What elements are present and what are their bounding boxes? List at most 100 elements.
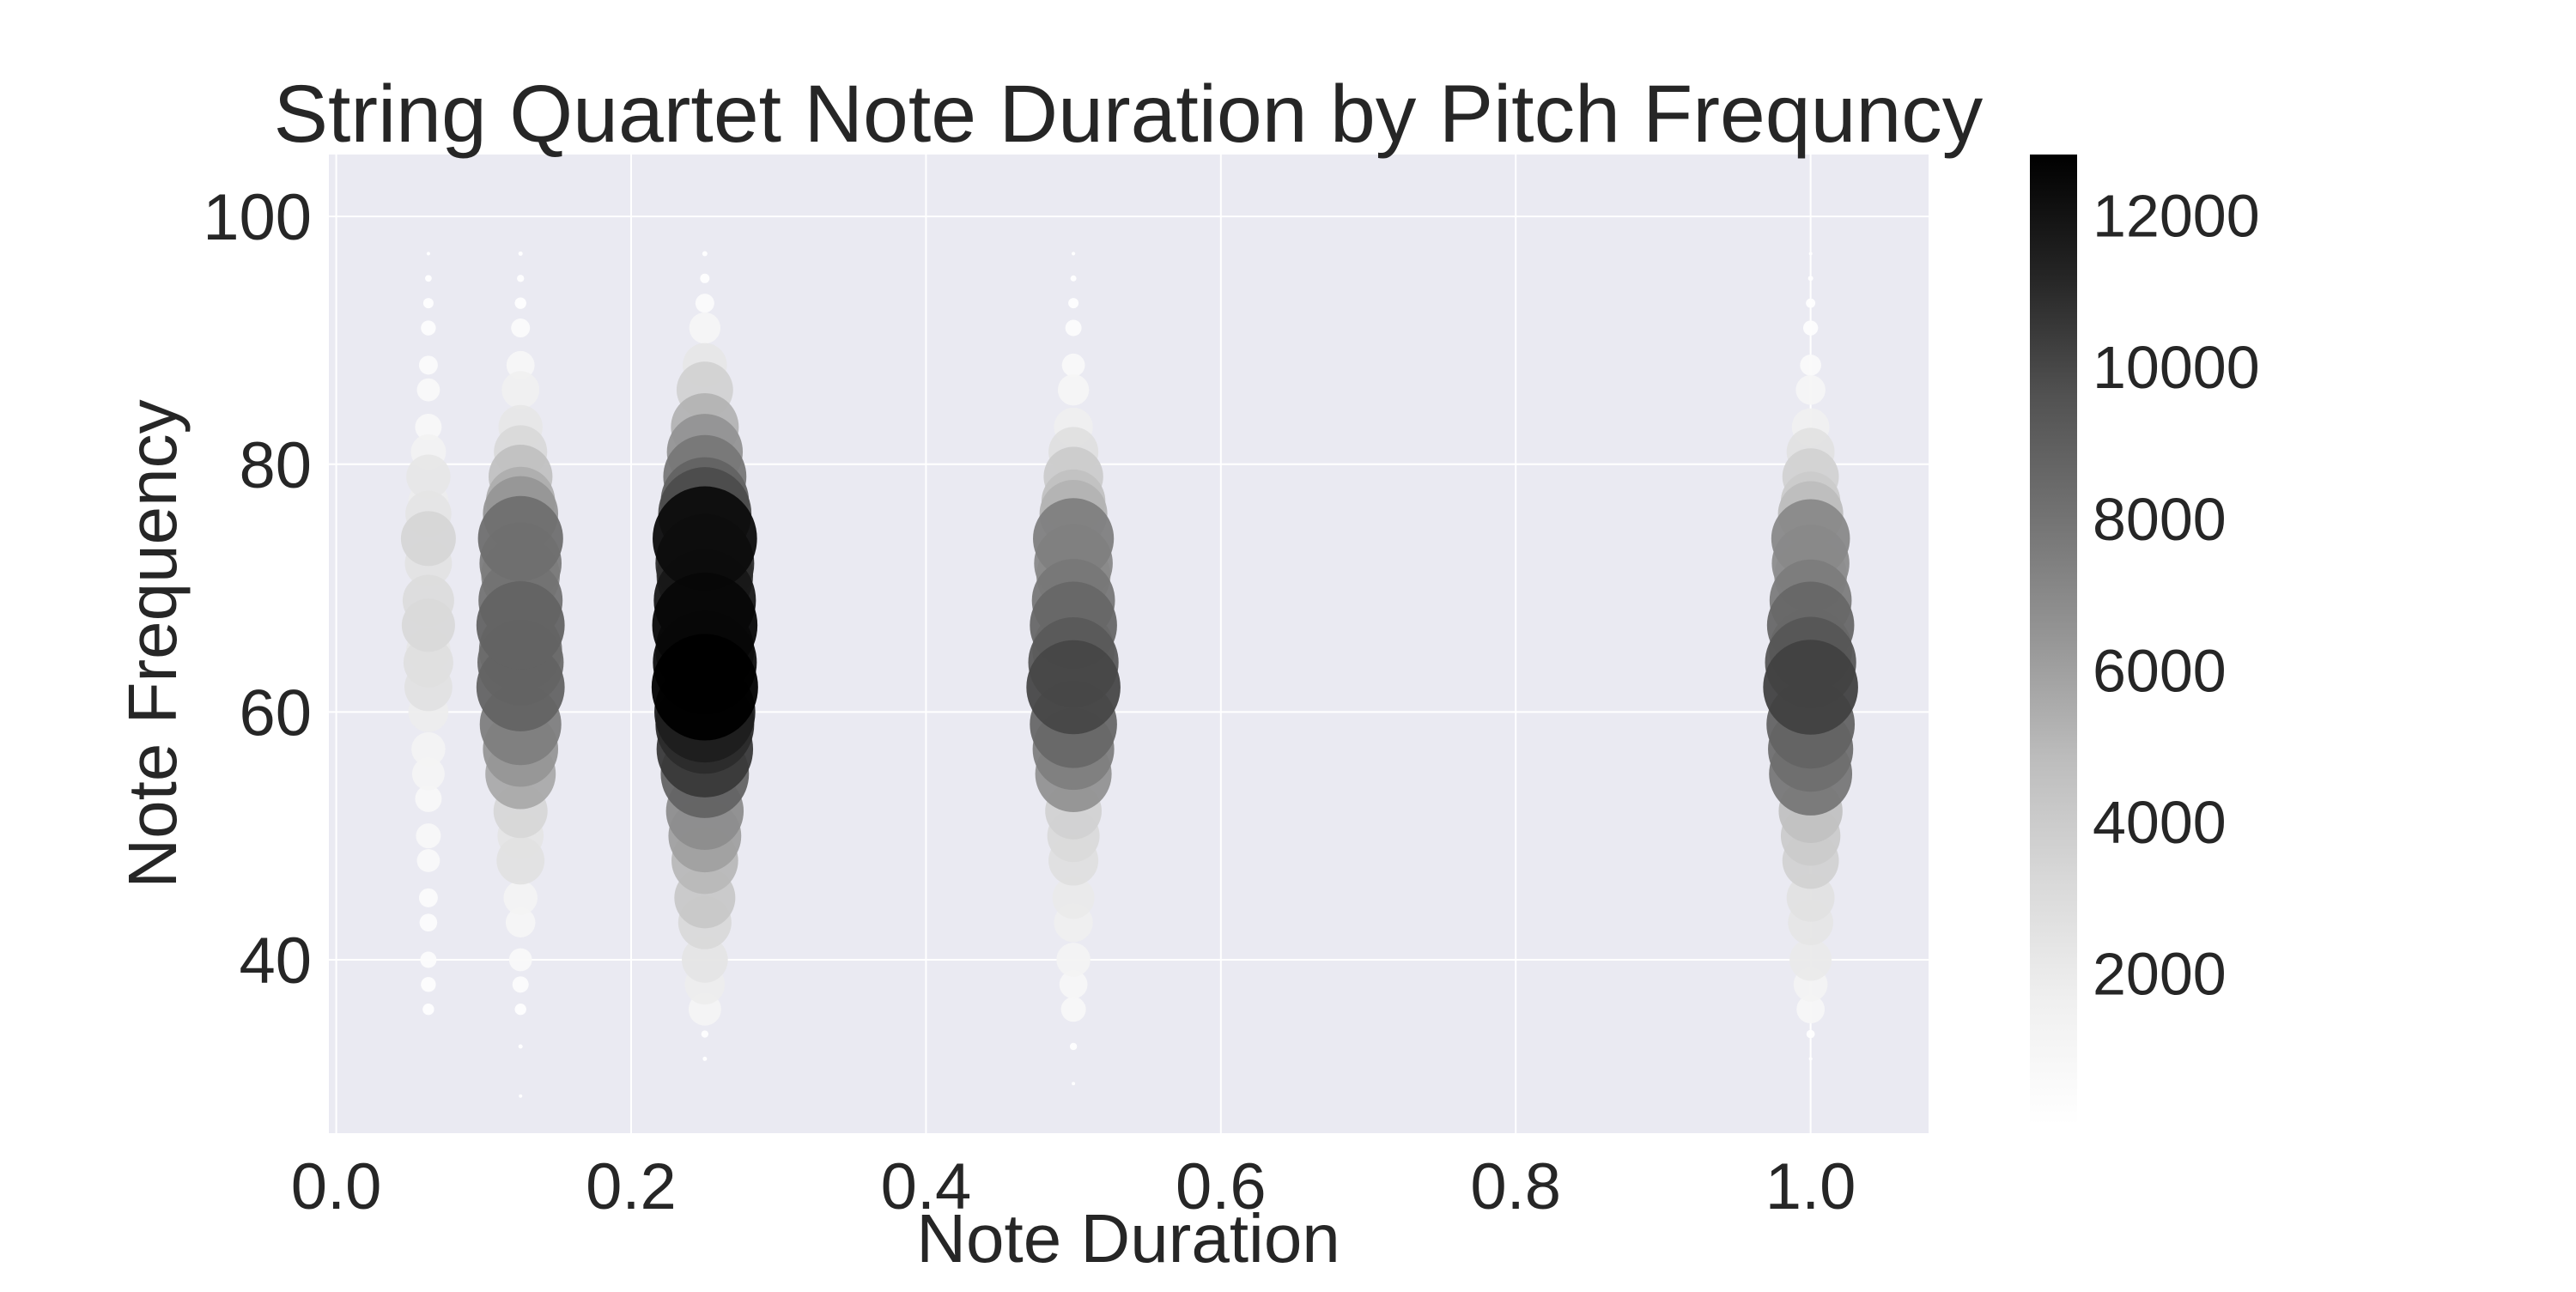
- scatter-point: [416, 823, 441, 849]
- scatter-point: [422, 1003, 434, 1016]
- scatter-point: [503, 881, 538, 915]
- scatter-point: [1068, 298, 1079, 309]
- scatter-point: [1802, 320, 1819, 336]
- x-axis-ticks: 0.0 0.2 0.4 0.6 0.8 1.0: [291, 1150, 1856, 1223]
- scatter-point: [400, 511, 456, 567]
- scatter-point: [421, 320, 436, 336]
- scatter-point: [1056, 943, 1091, 977]
- colorbar-tick-label: 12000: [2093, 183, 2260, 250]
- scatter-point: [425, 275, 432, 282]
- scatter-point: [1771, 499, 1850, 579]
- colorbar-tick-label: 6000: [2093, 637, 2227, 704]
- scatter-point: [411, 757, 445, 791]
- scatter-point: [1072, 252, 1076, 256]
- scatter-point: [411, 731, 446, 767]
- scatter-point: [1065, 319, 1082, 337]
- scatter-point: [420, 951, 437, 968]
- scatter-point: [517, 275, 525, 282]
- scatter-point: [1808, 1057, 1813, 1061]
- colorbar-tick-label: 8000: [2093, 486, 2227, 553]
- scatter-point: [1806, 1029, 1815, 1039]
- x-tick-label: 0.6: [1176, 1150, 1267, 1223]
- scatter-point: [403, 637, 453, 688]
- scatter-point: [1033, 498, 1115, 579]
- scatter-point: [514, 297, 526, 309]
- scatter-point: [511, 318, 531, 338]
- scatter-point: [505, 907, 536, 937]
- scatter-point: [508, 948, 532, 972]
- plot-area-background: [329, 155, 1929, 1133]
- scatter-point: [501, 371, 540, 409]
- scatter-point: [1800, 355, 1821, 376]
- y-tick-label: 60: [239, 676, 312, 749]
- scatter-point: [1052, 876, 1095, 919]
- scatter-point: [653, 486, 757, 591]
- scatter-point: [1807, 276, 1814, 282]
- scatter-point: [419, 913, 438, 931]
- colorbar-ticks: 2000 4000 6000 8000 10000 12000: [2093, 183, 2260, 1008]
- scatter-point: [651, 634, 758, 741]
- scatter-point: [519, 1094, 523, 1098]
- scatter-point: [496, 836, 545, 885]
- colorbar-tick-label: 2000: [2093, 940, 2227, 1007]
- scatter-point: [426, 252, 431, 256]
- x-tick-label: 0.0: [291, 1150, 382, 1223]
- colorbar: [2030, 155, 2077, 1125]
- scatter-point: [1789, 938, 1832, 981]
- scatter-point: [415, 785, 442, 812]
- scatter-point: [1806, 298, 1816, 308]
- y-tick-label: 100: [203, 181, 312, 254]
- x-tick-label: 0.2: [586, 1150, 677, 1223]
- scatter-point: [701, 1030, 709, 1038]
- scatter-point: [401, 598, 455, 652]
- scatter-point: [702, 1056, 708, 1061]
- colorbar-tick-label: 4000: [2093, 789, 2227, 856]
- scatter-point: [682, 937, 728, 983]
- scatter-point: [518, 1044, 523, 1049]
- scatter-point: [1026, 640, 1121, 735]
- x-tick-label: 0.4: [881, 1150, 972, 1223]
- scatter-point: [512, 976, 529, 993]
- scatter-point: [422, 298, 434, 309]
- scatter-point: [506, 350, 535, 379]
- scatter-point: [416, 378, 440, 402]
- scatter-point: [416, 849, 440, 872]
- colorbar-tick-label: 10000: [2093, 334, 2260, 401]
- scatter-points: [400, 251, 1858, 1098]
- scatter-point: [476, 643, 565, 731]
- scatter-point: [514, 1003, 526, 1016]
- scatter-point: [477, 495, 563, 581]
- scatter-point: [695, 294, 714, 313]
- x-tick-label: 1.0: [1765, 1150, 1856, 1223]
- x-tick-label: 0.8: [1470, 1150, 1561, 1223]
- scatter-point: [1070, 275, 1077, 282]
- scatter-point: [418, 888, 438, 907]
- scatter-point: [1061, 353, 1085, 377]
- scatter-point: [702, 251, 708, 257]
- chart-title: String Quartet Note Duration by Pitch Fr…: [274, 69, 1984, 160]
- scatter-point: [406, 454, 451, 499]
- scatter-point: [421, 977, 436, 992]
- scatter-point: [689, 312, 721, 344]
- scatter-point: [518, 251, 523, 256]
- scatter-point: [418, 355, 438, 375]
- scatter-point: [415, 413, 442, 440]
- scatter-point: [1072, 1082, 1076, 1086]
- scatter-point: [1763, 640, 1858, 735]
- scatter-point: [1069, 1042, 1078, 1051]
- scatter-point: [476, 580, 565, 670]
- scatter-point: [1057, 373, 1090, 406]
- y-tick-label: 40: [239, 925, 312, 998]
- y-axis-label: Note Frequency: [114, 399, 191, 888]
- y-tick-label: 80: [239, 429, 312, 502]
- scatter-point: [1796, 995, 1826, 1024]
- scatter-point: [700, 273, 710, 283]
- scatter-point: [1059, 970, 1088, 999]
- scatter-point: [1795, 374, 1826, 405]
- x-axis-label: Note Duration: [916, 1200, 1340, 1277]
- scatter-point: [1060, 997, 1086, 1022]
- scatter-point: [1808, 252, 1813, 256]
- y-axis-ticks: 40 60 80 100: [203, 181, 312, 998]
